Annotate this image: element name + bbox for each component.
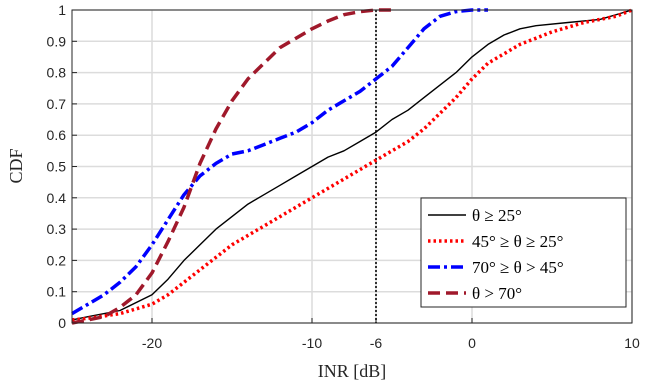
- legend-label-2: 70° ≥ θ > 45°: [472, 258, 564, 277]
- x-axis-label: INR [dB]: [318, 361, 387, 381]
- legend-label-0: θ ≥ 25°: [472, 206, 522, 225]
- series-layer: [71, 8, 633, 325]
- series-line-3: [71, 8, 392, 325]
- legend: θ ≥ 25° 45° ≥ θ ≥ 25° 70° ≥ θ > 45° θ > 70°: [420, 197, 627, 308]
- x-tick-label-4: 10: [624, 335, 640, 351]
- legend-label-1: 45° ≥ θ ≥ 25°: [472, 232, 563, 251]
- y-axis-label: CDF: [6, 148, 26, 183]
- legend-box: [420, 197, 627, 308]
- y-tick-label-0: 0: [58, 315, 66, 331]
- series-line-2: [71, 8, 488, 316]
- x-tick-label-3: 0: [468, 335, 476, 351]
- y-tick-label-9: 0.9: [47, 33, 67, 49]
- legend-items: θ ≥ 25° 45° ≥ θ ≥ 25° 70° ≥ θ > 45° θ > 70°: [428, 206, 564, 303]
- y-tick-label-7: 0.7: [47, 96, 67, 112]
- legend-label-3: θ > 70°: [472, 284, 522, 303]
- tick-layer: 0 0.1 0.2 0.3 0.4 0.5 0.6 0.7 0.8 0.9 1 -20 -10 -6 0 10: [47, 2, 640, 351]
- y-tick-label-4: 0.4: [47, 190, 67, 206]
- x-tick-label-1: -10: [302, 335, 322, 351]
- y-tick-label-5: 0.5: [47, 159, 67, 175]
- series-line-0: [71, 9, 633, 321]
- y-tick-label-10: 1: [58, 2, 66, 18]
- y-tick-label-8: 0.8: [47, 65, 67, 81]
- y-tick-label-3: 0.3: [47, 221, 67, 237]
- y-tick-label-2: 0.2: [47, 252, 67, 268]
- y-tick-label-6: 0.6: [47, 127, 67, 143]
- x-tick-label-2: -6: [370, 335, 383, 351]
- series-line-1: [71, 8, 633, 322]
- x-tick-label-0: -20: [142, 335, 162, 351]
- y-tick-label-1: 0.1: [47, 284, 67, 300]
